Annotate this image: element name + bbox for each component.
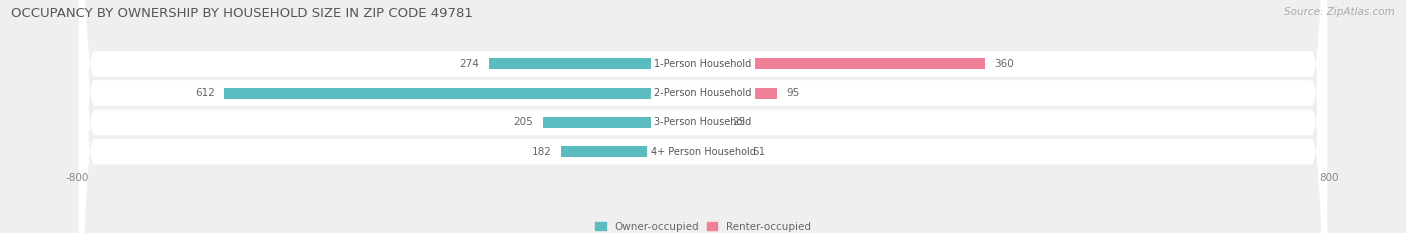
FancyBboxPatch shape <box>79 0 1327 233</box>
Bar <box>225 88 703 99</box>
Text: 1-Person Household: 1-Person Household <box>654 59 752 69</box>
Text: 182: 182 <box>531 147 551 157</box>
Text: 51: 51 <box>752 147 765 157</box>
Text: 95: 95 <box>787 88 800 98</box>
FancyBboxPatch shape <box>79 0 1327 233</box>
Text: 4+ Person Household: 4+ Person Household <box>651 147 755 157</box>
FancyBboxPatch shape <box>79 0 1327 233</box>
Bar <box>703 117 723 128</box>
Text: 3-Person Household: 3-Person Household <box>654 117 752 127</box>
Bar <box>561 146 703 157</box>
Text: OCCUPANCY BY OWNERSHIP BY HOUSEHOLD SIZE IN ZIP CODE 49781: OCCUPANCY BY OWNERSHIP BY HOUSEHOLD SIZE… <box>11 7 474 20</box>
Text: 274: 274 <box>460 59 479 69</box>
FancyBboxPatch shape <box>79 0 1327 233</box>
Text: 612: 612 <box>195 88 215 98</box>
Bar <box>543 117 703 128</box>
Bar <box>703 146 742 157</box>
Text: Source: ZipAtlas.com: Source: ZipAtlas.com <box>1284 7 1395 17</box>
Text: 25: 25 <box>733 117 745 127</box>
Bar <box>489 58 703 69</box>
Text: 205: 205 <box>513 117 533 127</box>
Text: 360: 360 <box>994 59 1014 69</box>
Bar <box>703 58 984 69</box>
Legend: Owner-occupied, Renter-occupied: Owner-occupied, Renter-occupied <box>595 222 811 232</box>
Bar <box>703 88 778 99</box>
Text: 2-Person Household: 2-Person Household <box>654 88 752 98</box>
